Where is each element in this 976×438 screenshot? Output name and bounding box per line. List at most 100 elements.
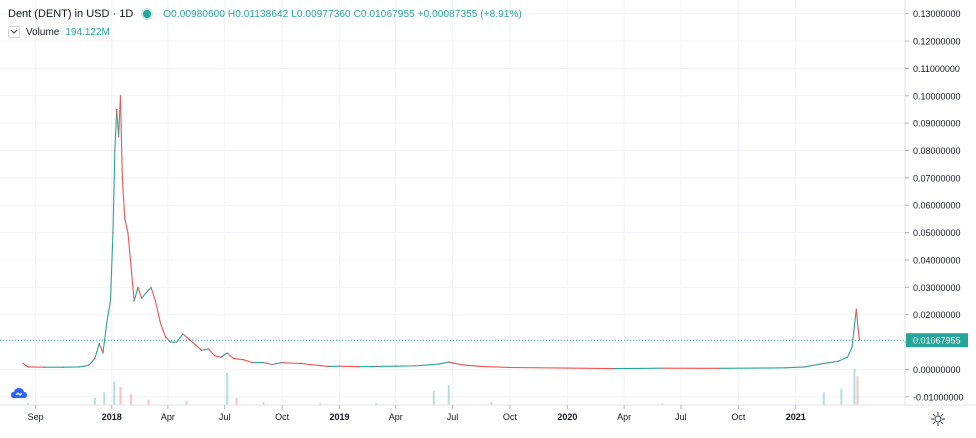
- price-point: [208, 348, 209, 349]
- price-segment: [340, 366, 359, 367]
- price-point: [155, 300, 156, 301]
- price-segment: [95, 343, 99, 358]
- price-point: [120, 95, 121, 96]
- y-tick-label: 0.00000000: [913, 365, 961, 375]
- price-segment: [320, 366, 329, 367]
- volume-bar: [148, 400, 150, 405]
- price-segment: [414, 365, 426, 366]
- price-point: [301, 363, 302, 364]
- price-segment: [464, 365, 480, 366]
- price-segment: [858, 329, 859, 340]
- price-point: [613, 368, 614, 369]
- price-point: [757, 367, 758, 368]
- y-tick-label: 0.07000000: [913, 173, 961, 183]
- price-segment: [439, 362, 448, 364]
- price-segment: [805, 364, 821, 367]
- price-point: [165, 336, 166, 337]
- volume-bar: [119, 387, 121, 405]
- price-point: [509, 367, 510, 368]
- y-tick-label: 0.09000000: [913, 119, 961, 129]
- price-point: [27, 366, 28, 367]
- price-point: [859, 340, 860, 341]
- price-segment: [202, 349, 209, 350]
- price-segment: [227, 353, 233, 358]
- price-segment: [146, 287, 151, 292]
- price-point: [141, 298, 142, 299]
- price-segment: [208, 349, 214, 356]
- price-segment: [838, 357, 847, 361]
- price-point: [263, 362, 264, 363]
- price-point: [233, 358, 234, 359]
- market-status-icon: [143, 10, 151, 18]
- low-value: L0.00977360: [291, 9, 351, 20]
- price-point: [150, 287, 151, 288]
- y-tick-label: 0.08000000: [913, 146, 961, 156]
- price-segment: [103, 323, 107, 353]
- price-point: [62, 367, 63, 368]
- price-point: [195, 344, 196, 345]
- y-tick-label: 0.02000000: [913, 310, 961, 320]
- price-segment: [89, 358, 95, 365]
- price-point: [94, 358, 95, 359]
- x-tick-label: Jul: [675, 412, 687, 422]
- price-point: [112, 232, 113, 233]
- price-segment: [125, 219, 128, 233]
- y-tick-label: 0.05000000: [913, 228, 961, 238]
- volume-bar: [448, 385, 450, 405]
- y-tick-label: -0.01000000: [913, 392, 964, 402]
- chart-legend: Dent (DENT) in USD · 1D O0.00980600 H0.0…: [8, 6, 522, 40]
- price-point: [22, 363, 23, 364]
- price-segment: [848, 348, 852, 358]
- y-tick-label: 0.12000000: [913, 37, 961, 47]
- price-point: [851, 347, 852, 348]
- x-tick-label: Apr: [617, 412, 631, 422]
- current-price-badge: 0.01067955: [906, 333, 968, 347]
- price-point: [785, 367, 786, 368]
- price-segment: [244, 360, 253, 363]
- price-point: [127, 232, 128, 233]
- price-point: [182, 333, 183, 334]
- volume-label[interactable]: Volume: [26, 27, 59, 38]
- price-segment: [233, 358, 244, 359]
- volume-bar: [130, 394, 132, 405]
- price-point: [804, 366, 805, 367]
- y-tick-label: 0.10000000: [913, 91, 961, 101]
- price-segment: [195, 345, 201, 350]
- chevron-down-icon[interactable]: [8, 26, 20, 38]
- price-point: [44, 367, 45, 368]
- price-segment: [155, 301, 160, 323]
- price-point: [310, 364, 311, 365]
- price-point: [160, 322, 161, 323]
- price-point: [448, 361, 449, 362]
- price-segment: [142, 293, 146, 298]
- price-point: [320, 365, 321, 366]
- symbol-title[interactable]: Dent (DENT) in USD · 1D: [8, 8, 133, 20]
- price-point: [856, 309, 857, 310]
- price-point: [567, 367, 568, 368]
- change-value: +0.00087355 (+8.91%): [418, 9, 522, 20]
- price-point: [116, 109, 117, 110]
- grid: [0, 0, 905, 405]
- gear-icon[interactable]: [930, 411, 946, 427]
- x-tick-label: 2021: [786, 412, 806, 422]
- cloud-logo-icon[interactable]: [10, 386, 28, 400]
- price-point: [847, 357, 848, 358]
- price-segment: [272, 363, 282, 365]
- price-point: [201, 350, 202, 351]
- price-segment: [215, 356, 221, 357]
- price-segment: [183, 334, 189, 339]
- y-tick-label: 0.03000000: [913, 283, 961, 293]
- price-segment: [510, 368, 567, 369]
- volume-bar: [226, 373, 228, 405]
- x-tick-label: Apr: [389, 412, 403, 422]
- volume-bar: [236, 398, 238, 405]
- price-segment: [107, 301, 111, 323]
- price-point: [395, 366, 396, 367]
- price-point: [252, 362, 253, 363]
- price-point: [124, 218, 125, 219]
- price-point: [118, 136, 119, 137]
- price-segment: [830, 361, 838, 362]
